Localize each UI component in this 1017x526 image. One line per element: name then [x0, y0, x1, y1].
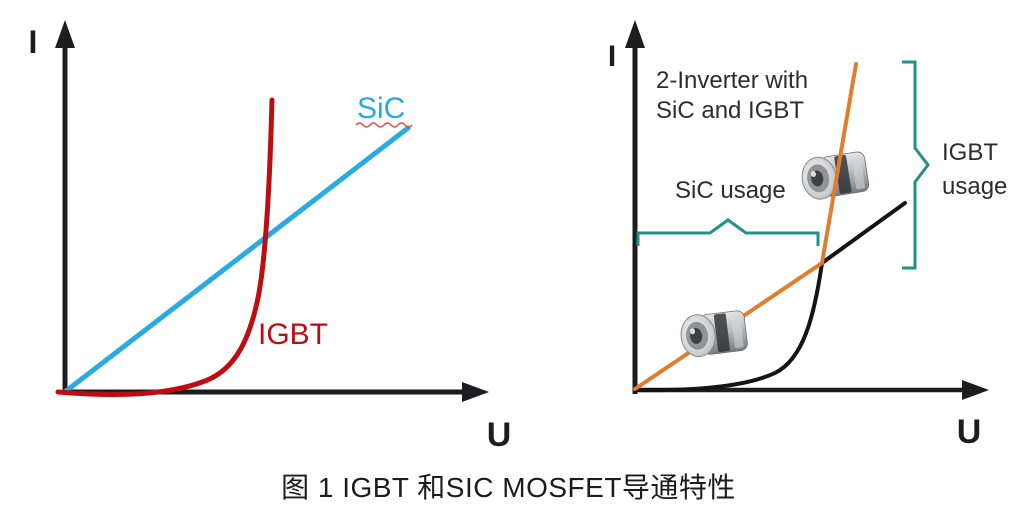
right-y-axis-arrow [625, 20, 645, 48]
sic-usage-brace [636, 218, 820, 246]
igbt-usage-label-line2: usage [942, 173, 1007, 200]
right-x-axis-arrow [962, 380, 989, 400]
left-x-axis-label: U [487, 416, 512, 454]
sic-usage-label: SiC usage [675, 177, 786, 204]
right-y-axis [625, 20, 645, 394]
annotation-inverter-line2: SiC and IGBT [656, 97, 804, 124]
figure-caption: 图 1 IGBT 和SIC MOSFET导通特性 [281, 472, 736, 503]
igbt-usage-label-line1: IGBT [942, 139, 998, 166]
left-y-axis-label: I [29, 24, 38, 60]
left-y-axis-arrow [55, 20, 75, 48]
igbt-usage-brace [902, 60, 930, 270]
transistor-photo-lower [678, 308, 749, 360]
right-igbt-curve [633, 201, 907, 393]
left-sic-curve-label: SiC [357, 92, 405, 125]
left-y-axis [55, 20, 75, 394]
right-y-axis-label: I [608, 40, 616, 73]
left-igbt-curve-label: IGBT [258, 318, 328, 351]
left-sic-spellcheck-underline [355, 122, 413, 128]
left-x-axis-arrow [462, 382, 489, 402]
left-chart-si-igbt-vs-sic: I U SiC IGBT [29, 20, 512, 454]
left-sic-curve [63, 125, 411, 394]
annotation-inverter-line1: 2-Inverter with [656, 67, 808, 94]
right-chart-inverter-usage: I U 2-Inverter with SiC and IGBT SiC usa… [608, 20, 1007, 451]
left-igbt-curve [55, 97, 275, 397]
right-x-axis-label: U [957, 413, 982, 451]
